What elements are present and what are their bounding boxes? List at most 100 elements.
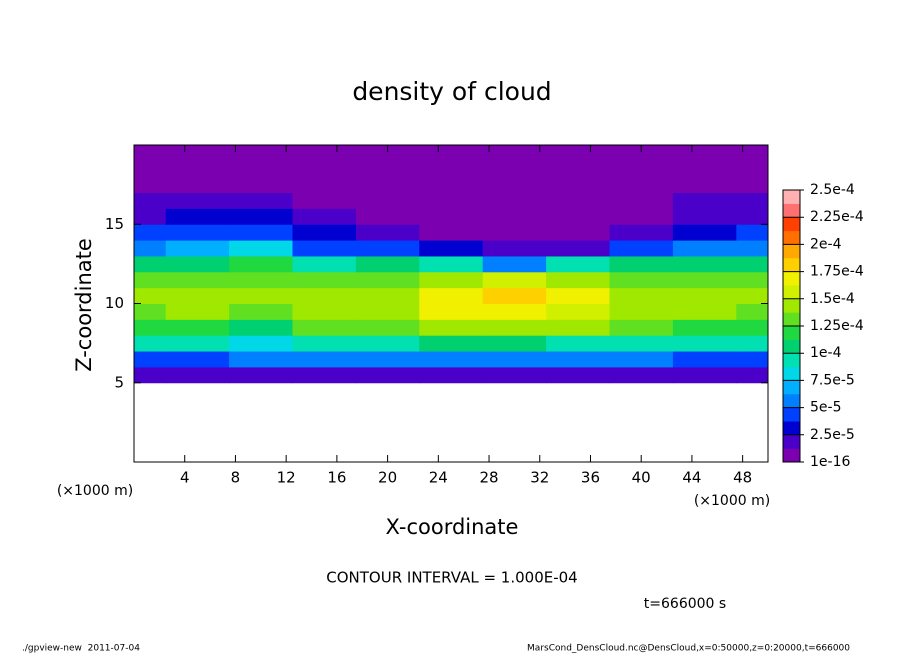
field-cell xyxy=(229,145,293,162)
colorbar-label: 1.25e-4 xyxy=(810,318,864,334)
field-cell xyxy=(546,303,610,320)
field-cell xyxy=(482,319,547,336)
field-cell xyxy=(546,240,610,257)
field-cell xyxy=(134,319,167,336)
field-cell xyxy=(672,192,737,209)
field-cell xyxy=(134,176,167,194)
field-cell xyxy=(165,145,230,162)
field-cell xyxy=(165,240,230,257)
field-cell xyxy=(672,224,737,241)
field-cell xyxy=(609,366,674,384)
field-cell xyxy=(134,208,167,225)
x-tick-label: 16 xyxy=(327,469,346,487)
field-cell xyxy=(672,160,737,178)
field-cell xyxy=(419,351,484,368)
field-cell xyxy=(355,366,420,384)
field-cell xyxy=(355,160,420,178)
field-cell xyxy=(609,319,674,336)
field-cell xyxy=(482,366,547,384)
field-cell xyxy=(229,351,293,368)
colorbar-label: 2e-4 xyxy=(810,236,842,252)
field-cell xyxy=(546,271,610,289)
field-cell xyxy=(482,255,547,273)
field-cell xyxy=(165,255,230,273)
field-cell xyxy=(419,176,484,194)
field-cell xyxy=(134,192,167,209)
field-cell xyxy=(292,351,357,368)
y-axis-label: Z-coordinate xyxy=(72,238,96,372)
field-cell xyxy=(609,271,674,289)
colorbar-swatch xyxy=(783,407,800,422)
field-cell xyxy=(546,192,610,209)
field-cell xyxy=(355,192,420,209)
field-cell xyxy=(609,351,674,368)
field-cell xyxy=(292,255,357,273)
field-cell xyxy=(134,240,167,257)
colorbar-label: 2.5e-4 xyxy=(810,182,855,198)
field-cell xyxy=(482,208,547,225)
field-cell xyxy=(355,335,420,352)
colorbar-swatch xyxy=(783,258,800,272)
field-cell xyxy=(482,240,547,257)
field-cell xyxy=(736,224,769,241)
field-cell xyxy=(165,192,230,209)
field-cell xyxy=(134,160,167,178)
field-cell xyxy=(482,160,547,178)
field-cell xyxy=(736,287,769,304)
field-cell xyxy=(165,208,230,225)
field-cell xyxy=(419,224,484,241)
field-cell xyxy=(609,287,674,304)
field-cell xyxy=(482,192,547,209)
field-cell xyxy=(609,240,674,257)
field-cell xyxy=(419,255,484,273)
x-tick-label: 40 xyxy=(632,469,651,487)
field-cell xyxy=(292,160,357,178)
colorbar-swatch xyxy=(783,366,800,381)
field-cell xyxy=(736,303,769,320)
field-cell xyxy=(229,366,293,384)
colorbar-swatch xyxy=(783,326,800,340)
field-cell xyxy=(229,271,293,289)
field-cell xyxy=(736,271,769,289)
field-cell xyxy=(134,271,167,289)
field-cell xyxy=(134,255,167,273)
field-cell xyxy=(229,319,293,336)
x-axis-label: X-coordinate xyxy=(386,515,519,539)
field-cell xyxy=(672,366,737,384)
field-cell xyxy=(165,335,230,352)
field-cell xyxy=(355,303,420,320)
colorbar-swatch xyxy=(783,421,800,436)
field-cell xyxy=(355,319,420,336)
colorbar-label: 2.25e-4 xyxy=(810,209,864,225)
field-cell xyxy=(292,335,357,352)
y-tick-label: 15 xyxy=(105,215,124,233)
field-cell xyxy=(292,366,357,384)
field-cell xyxy=(672,271,737,289)
field-cell xyxy=(355,240,420,257)
field-cell xyxy=(546,160,610,178)
field-cell xyxy=(292,271,357,289)
field-cell xyxy=(292,240,357,257)
field-cell xyxy=(419,145,484,162)
field-cell xyxy=(736,240,769,257)
colorbar-label: 5e-5 xyxy=(810,400,841,416)
field-cell xyxy=(355,351,420,368)
colorbar-swatch xyxy=(783,230,800,245)
field-cell xyxy=(134,287,167,304)
field-cell xyxy=(355,287,420,304)
field-cell xyxy=(165,351,230,368)
field-cell xyxy=(419,240,484,257)
colorbar-swatch xyxy=(783,312,800,327)
field-cell xyxy=(134,335,167,352)
field-cell xyxy=(609,160,674,178)
colorbar-label: 2.5e-5 xyxy=(810,427,855,443)
field-cell xyxy=(609,208,674,225)
colorbar-swatch xyxy=(783,298,800,313)
field-cell xyxy=(229,208,293,225)
field-cell xyxy=(482,145,547,162)
field-cell xyxy=(736,176,769,194)
field-cell xyxy=(672,319,737,336)
x-tick-label: 48 xyxy=(733,469,752,487)
field-cell xyxy=(419,160,484,178)
field-cell xyxy=(229,160,293,178)
